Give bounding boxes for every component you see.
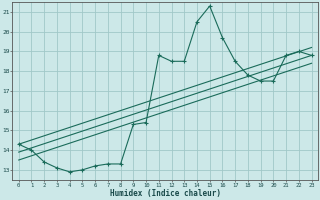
X-axis label: Humidex (Indice chaleur): Humidex (Indice chaleur) [110, 189, 220, 198]
